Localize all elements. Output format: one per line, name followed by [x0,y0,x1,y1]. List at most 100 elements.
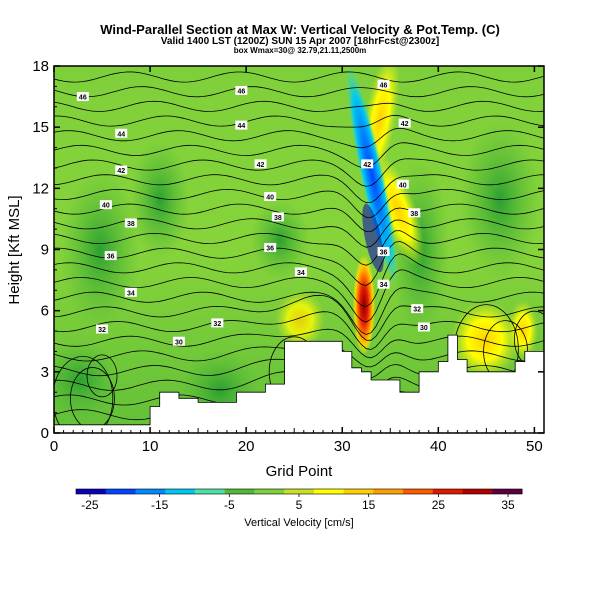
isentrope-label: 46 [76,92,89,102]
isentrope-label: 42 [115,165,128,175]
colorbar-swatch [254,489,285,494]
y-tick-label: 9 [41,242,49,259]
isentrope-label-text: 42 [363,162,371,169]
isentrope-label-text: 32 [213,321,221,328]
isentrope-label-text: 38 [410,211,418,218]
isentrope-label: 42 [398,118,411,128]
isentrope-label-text: 46 [79,95,87,102]
x-axis-label: Grid Point [266,463,334,480]
y-tick-label: 0 [41,425,49,442]
isentrope-label-text: 46 [380,82,388,89]
colorbar-swatch [194,489,226,494]
isentrope-label: 40 [264,191,277,201]
isentrope-label: 34 [377,279,390,289]
colorbar-label: Vertical Velocity [cm/s] [244,517,353,529]
isentrope-label: 30 [172,336,185,346]
isentrope-label: 46 [377,79,390,89]
isentrope-label: 32 [96,324,109,334]
isentrope-label: 40 [99,200,112,210]
isentrope-line [54,127,544,149]
isentrope-label: 36 [377,247,390,257]
isentrope-label-text: 38 [127,221,135,228]
isentrope-label: 46 [235,85,248,95]
isentrope-label-text: 32 [98,327,106,334]
isentrope-label: 32 [411,304,424,314]
colorbar-tick-label: 25 [432,498,446,512]
y-tick-label: 15 [32,119,49,136]
x-tick-label: 40 [430,438,447,455]
isentrope-labels: 46 46 46 44 44 42 42 42 42 40 40 40 38 38 38 36 36 36 34 34… [76,79,430,346]
isentrope-label-text: 44 [117,131,125,138]
x-tick-label: 50 [526,438,543,455]
chart-subtitle: Valid 1400 LST (1200Z) SUN 15 Apr 2007 [… [160,36,440,47]
isentrope-line [54,328,544,359]
isentrope-line [54,174,544,204]
colorbar [75,488,523,497]
isentrope-label: 36 [104,251,117,261]
isentrope-line [54,294,544,341]
isentrope-label-text: 34 [127,290,135,297]
colorbar-tick-label: -15 [151,498,169,512]
isentrope-label-text: 36 [266,245,274,252]
isentrope-label-text: 38 [274,215,282,222]
isentrope-label-text: 42 [401,121,409,128]
colorbar-swatch [462,489,493,494]
colorbar-tick-label: 15 [362,498,376,512]
colorbar-swatch [76,489,107,494]
colorbar-swatch [284,489,315,494]
isentrope-label: 38 [124,218,137,228]
isentrope-label-text: 46 [237,88,245,95]
isentrope-label-text: 34 [380,282,388,289]
x-tick-labels: 0 10 20 30 40 50 [50,438,543,455]
axis-ticks [53,65,545,434]
isentrope-label-text: 44 [237,123,245,130]
isentrope-label: 38 [408,208,421,218]
isentrope-line [54,269,544,323]
isentrope-line [54,114,544,128]
isentrope-label: 32 [211,318,224,328]
colorbar-tick-label: 5 [296,498,303,512]
colorbar-swatch [492,489,523,494]
isentrope-label: 34 [294,267,307,277]
isentrope-line [54,287,544,335]
isentrope-label: 30 [417,322,430,332]
isentrope-label-text: 34 [297,270,305,277]
isentrope-label-text: 40 [399,182,407,189]
terrain-mask [53,334,545,434]
colorbar-swatch [343,489,374,494]
colorbar-swatch [432,489,464,494]
colorbar-swatch [224,489,255,494]
isentrope-line [54,230,544,266]
colorbar-tick-label: -25 [81,498,99,512]
chart-subtitle-2: box Wmax=30@ 32.79,21.11,2500m [233,46,367,55]
isentrope-label: 34 [124,287,137,297]
colorbar-tick-label: -5 [224,498,235,512]
isentrope-line [54,158,544,187]
colorbar-swatch [105,489,136,494]
colorbar-swatch [403,489,434,494]
isentrope-line [54,142,544,169]
x-tick-label: 20 [238,438,255,455]
isentrope-label: 42 [254,159,267,169]
y-tick-label: 12 [32,180,49,197]
isentrope-label-text: 30 [175,339,183,346]
y-tick-label: 6 [41,303,49,320]
isentrope-label-text: 36 [107,254,115,261]
isentrope-line [54,240,544,286]
colorbar-tick-label: 35 [501,498,515,512]
isentrope-label: 36 [264,242,277,252]
isentrope-label: 42 [361,159,374,169]
isentrope-label-text: 40 [266,194,274,201]
isentrope-line [54,188,544,218]
isentrope-line [54,203,544,233]
colorbar-swatch [135,489,166,494]
x-tick-label: 30 [334,438,351,455]
x-tick-label: 10 [142,438,159,455]
y-tick-labels: 0 3 6 9 12 15 18 [32,58,49,442]
y-tick-label: 18 [32,58,49,75]
colorbar-swatch [165,489,196,494]
isentrope-line [54,253,544,308]
isentrope-label-text: 42 [257,162,265,169]
isentrope-line [54,86,544,98]
